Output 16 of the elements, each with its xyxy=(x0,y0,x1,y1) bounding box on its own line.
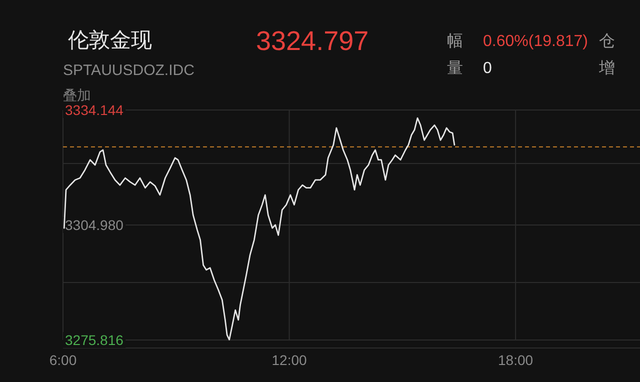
text: 3324.797 xyxy=(256,26,369,56)
text: 增 xyxy=(598,60,615,77)
x-tick-label: 6:00 xyxy=(49,352,77,368)
chart-title: 伦敦金现 xyxy=(68,29,152,52)
x-tick-label: 12:00 xyxy=(272,352,307,368)
y-tick-label: 3275.816 xyxy=(65,332,124,348)
y-tick-label: 3304.980 xyxy=(65,217,124,233)
text: 量 xyxy=(447,60,463,77)
text: 0.60%(19.817) xyxy=(483,33,588,50)
text: 幅 xyxy=(447,33,463,50)
y-tick-label: 3334.144 xyxy=(65,102,124,118)
text: 仓 xyxy=(599,33,615,50)
text: 叠加 xyxy=(63,87,91,103)
text: 0 xyxy=(483,60,492,77)
chart-subtitle: SPTAUUSDOZ.IDC xyxy=(63,62,195,79)
x-tick-label: 18:00 xyxy=(498,352,534,368)
